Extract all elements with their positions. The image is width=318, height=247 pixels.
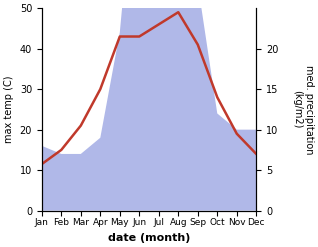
Y-axis label: med. precipitation
(kg/m2): med. precipitation (kg/m2): [292, 65, 314, 154]
Y-axis label: max temp (C): max temp (C): [4, 76, 14, 143]
X-axis label: date (month): date (month): [108, 233, 190, 243]
